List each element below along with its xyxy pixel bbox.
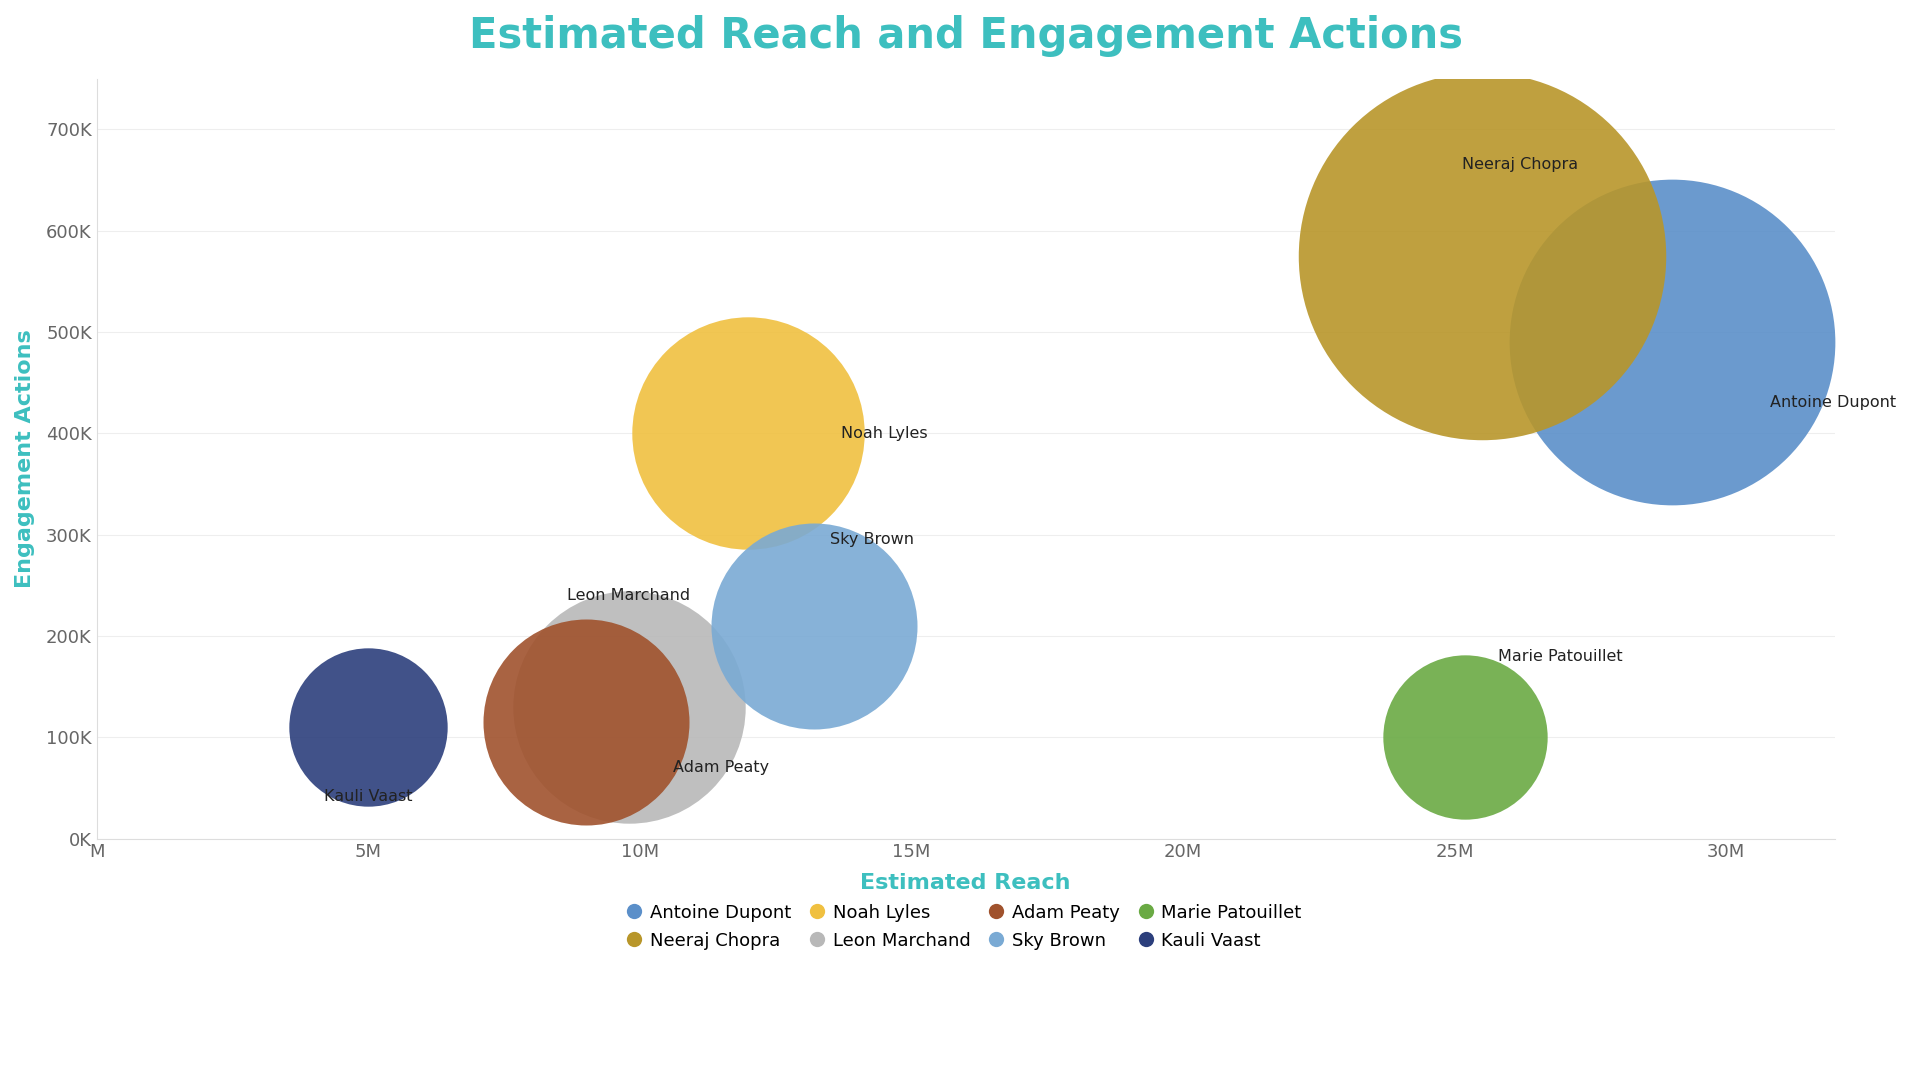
Point <box>570 713 601 731</box>
Text: Neeraj Chopra: Neeraj Chopra <box>1461 157 1578 172</box>
Point <box>614 698 645 715</box>
Legend: Antoine Dupont, Neeraj Chopra, Noah Lyles, Leon Marchand, Adam Peaty, Sky Brown,: Antoine Dupont, Neeraj Chopra, Noah Lyle… <box>620 895 1311 958</box>
Text: Noah Lyles: Noah Lyles <box>841 426 927 441</box>
Point <box>1450 728 1480 746</box>
Point <box>1467 247 1498 264</box>
Text: Marie Patouillet: Marie Patouillet <box>1498 648 1622 663</box>
Title: Estimated Reach and Engagement Actions: Estimated Reach and Engagement Actions <box>468 15 1463 57</box>
Point <box>733 425 764 442</box>
Text: Antoine Dupont: Antoine Dupont <box>1770 396 1895 411</box>
Point <box>799 617 829 634</box>
Text: Leon Marchand: Leon Marchand <box>568 588 691 603</box>
X-axis label: Estimated Reach: Estimated Reach <box>860 873 1071 892</box>
Point <box>1657 334 1688 351</box>
Text: Adam Peaty: Adam Peaty <box>674 760 770 775</box>
Text: Sky Brown: Sky Brown <box>829 532 914 547</box>
Y-axis label: Engagement Actions: Engagement Actions <box>15 330 35 588</box>
Point <box>353 719 384 736</box>
Text: Kauli Vaast: Kauli Vaast <box>324 788 413 803</box>
